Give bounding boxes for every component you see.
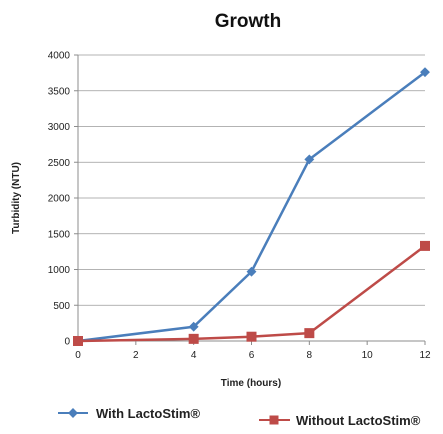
data-point: [246, 266, 257, 277]
series-group: [73, 67, 430, 346]
y-axis-title: Turbidity (NTU): [11, 162, 22, 234]
legend-marker-square: [269, 415, 279, 425]
legend: With LactoStim® Without LactoStim®: [58, 406, 421, 428]
x-tick-label: 12: [419, 350, 431, 361]
x-tick-label: 8: [307, 350, 313, 361]
y-tick-label: 3000: [48, 122, 71, 133]
data-point: [304, 154, 315, 165]
y-tick-label: 2500: [48, 158, 71, 169]
data-point: [246, 331, 257, 342]
data-point: [304, 328, 315, 339]
x-tick-label: 4: [191, 350, 197, 361]
x-tick-label: 10: [362, 350, 374, 361]
legend-item-with: With LactoStim®: [58, 406, 200, 421]
y-tick-labels: 0 500 1000 1500 2000 2500 3000 3500 4000: [48, 51, 78, 348]
legend-item-without: Without LactoStim®: [259, 413, 421, 428]
y-tick-label: 0: [64, 337, 70, 348]
legend-label-with: With LactoStim®: [96, 406, 200, 421]
gridlines: [78, 54, 425, 306]
series-line: [77, 244, 426, 343]
x-tick-label: 0: [75, 350, 81, 361]
y-tick-label: 2000: [48, 194, 71, 205]
y-tick-label: 3500: [48, 86, 71, 97]
chart-title: Growth: [215, 11, 282, 32]
y-tick-label: 1500: [48, 229, 71, 240]
series-1: [73, 240, 430, 346]
y-tick-label: 4000: [48, 51, 71, 62]
x-axis-title: Time (hours): [221, 378, 281, 389]
y-tick-label: 500: [53, 301, 70, 312]
data-point: [420, 240, 430, 251]
y-tick-label: 1000: [48, 265, 71, 276]
legend-label-without: Without LactoStim®: [296, 413, 421, 428]
x-tick-label: 2: [133, 350, 139, 361]
data-point: [188, 333, 199, 344]
series-0: [73, 67, 430, 346]
x-tick-label: 6: [249, 350, 255, 361]
data-point: [188, 321, 199, 332]
data-point: [73, 336, 83, 346]
legend-marker-diamond: [68, 408, 78, 418]
x-tick-labels: 0 2 4 6 8 10 12: [75, 341, 431, 361]
series-line: [77, 71, 426, 343]
